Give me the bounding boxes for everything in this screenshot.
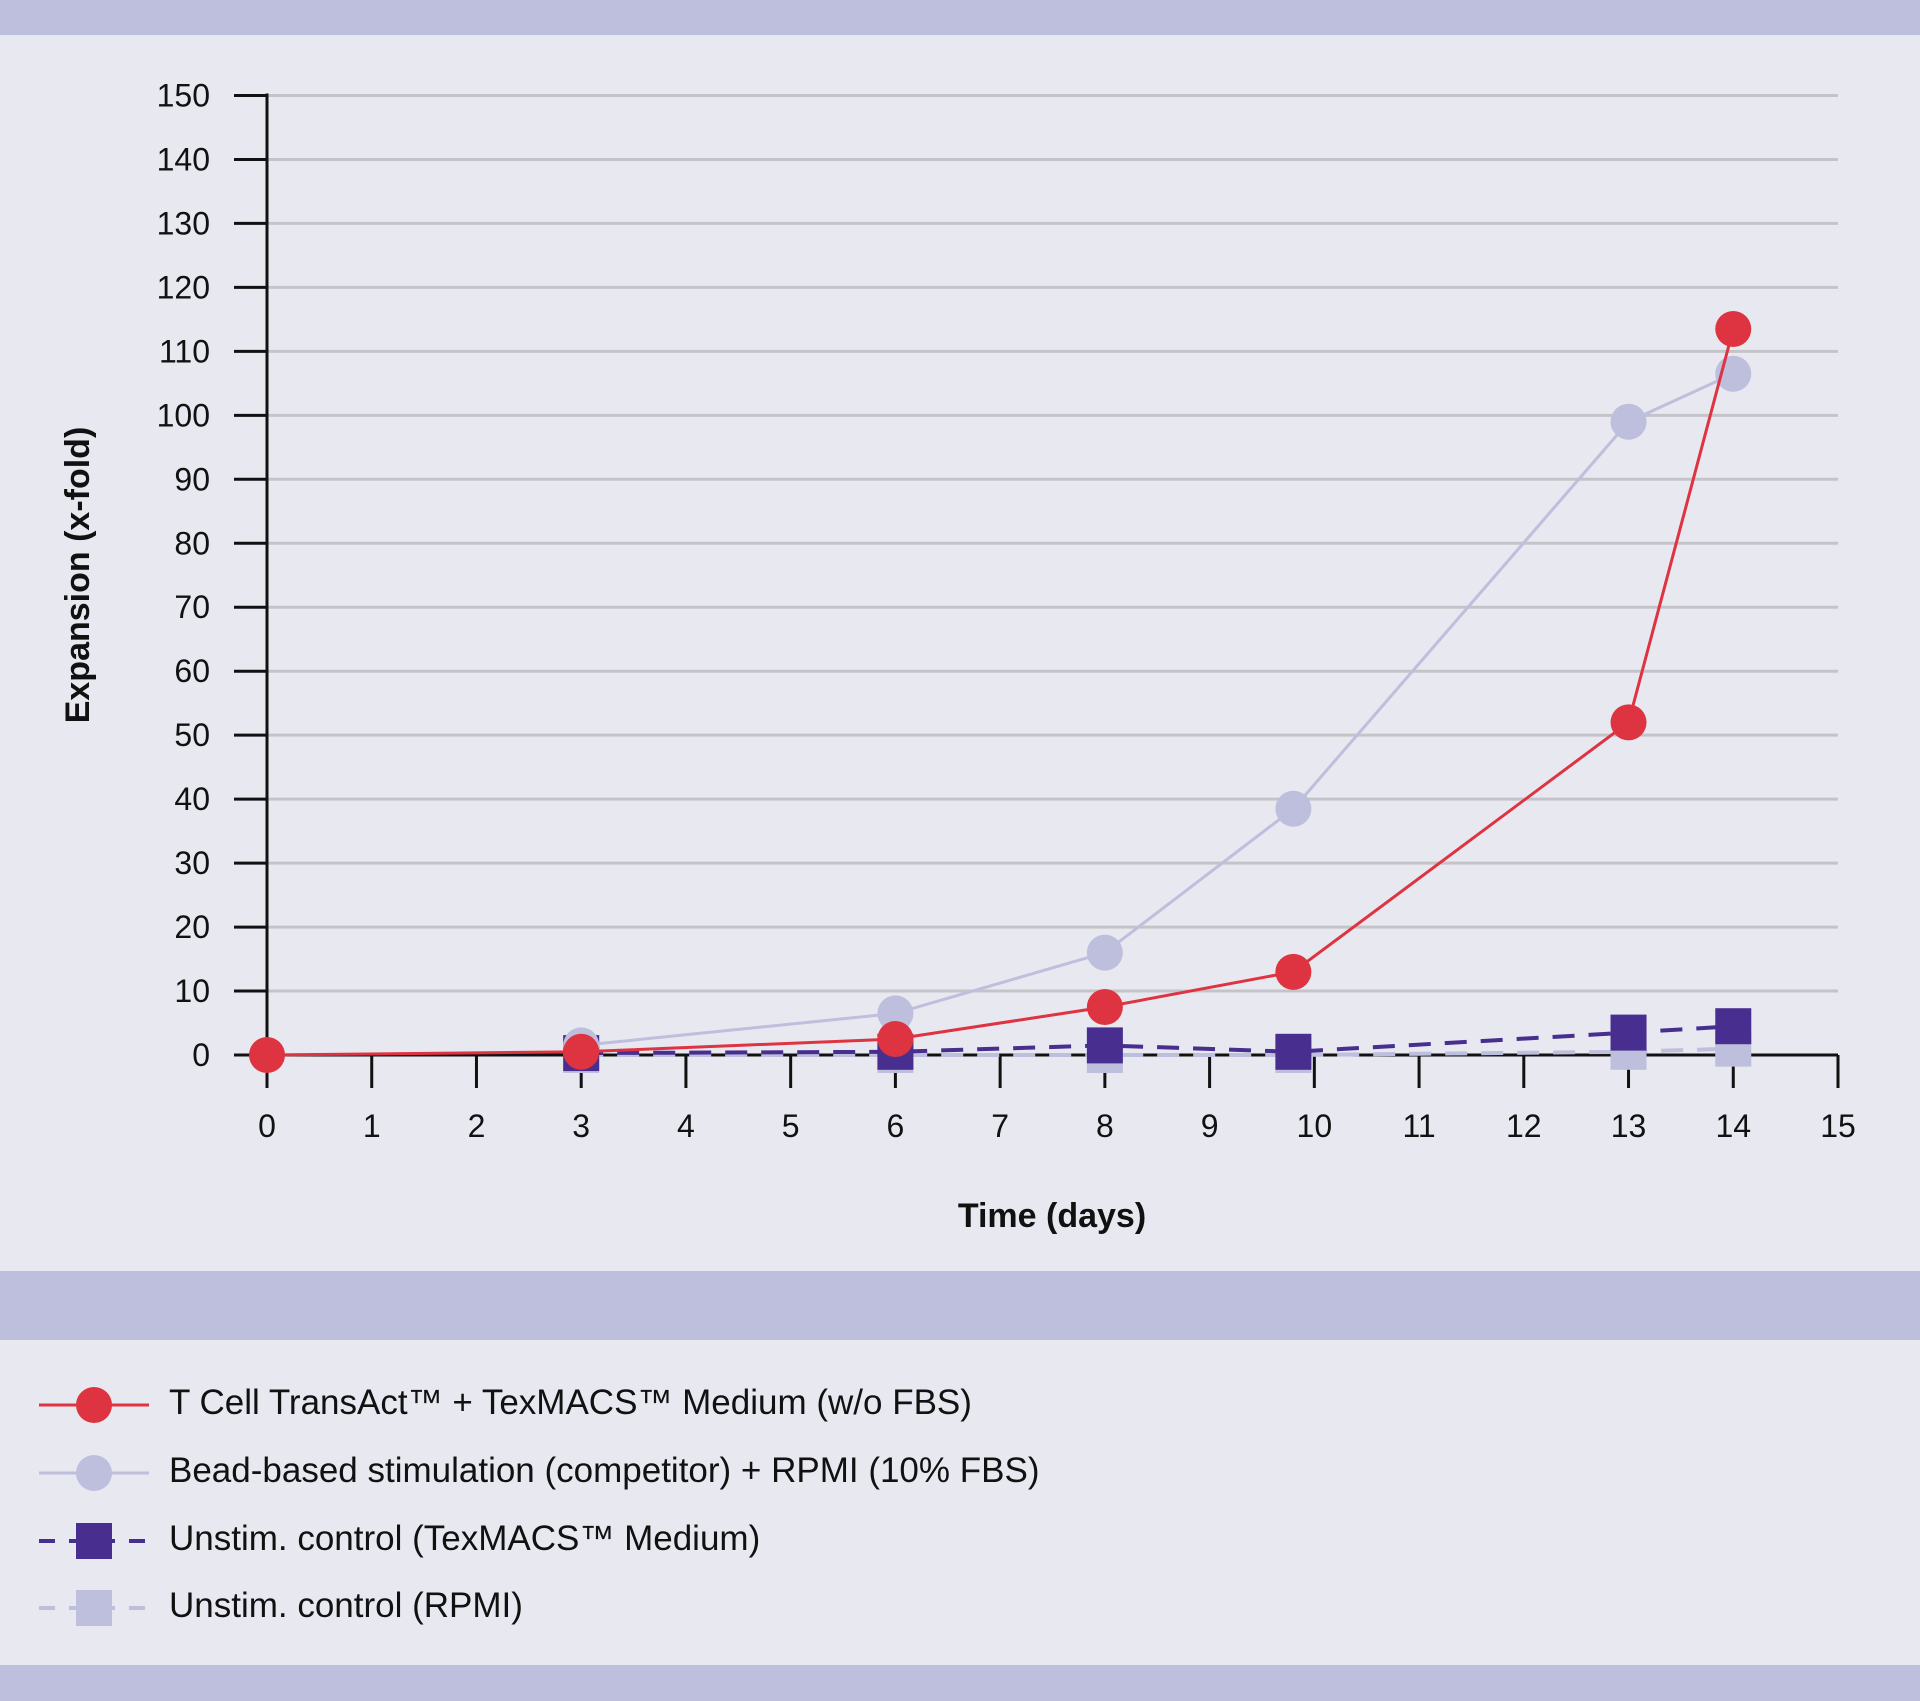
legend-item: Unstim. control (RPMI) <box>0 1578 1200 1638</box>
data-point <box>1275 790 1312 827</box>
legend-circle-marker <box>76 1455 112 1491</box>
data-point <box>877 1021 914 1058</box>
y-tick-label: 0 <box>192 1037 210 1073</box>
legend-item: Unstim. control (TexMACS™ Medium) <box>0 1511 1200 1571</box>
x-tick-label: 12 <box>1506 1108 1542 1144</box>
x-tick-label: 8 <box>1096 1108 1114 1144</box>
legend-marker <box>39 1455 149 1491</box>
legend-marker <box>39 1590 149 1626</box>
y-tick-label: 150 <box>157 78 210 114</box>
data-point <box>249 1037 285 1073</box>
y-tick-label: 120 <box>157 269 210 305</box>
data-point <box>877 995 914 1032</box>
legend-square-marker <box>76 1523 112 1559</box>
series-line <box>581 372 1734 1047</box>
legend-label: Unstim. control (RPMI) <box>169 1586 523 1625</box>
x-tick-label: 1 <box>363 1108 381 1144</box>
y-tick-label: 70 <box>174 589 210 625</box>
data-point <box>1715 1008 1752 1045</box>
y-tick-label: 110 <box>159 333 210 369</box>
legend-marker <box>39 1387 149 1423</box>
legend-item: T Cell TransAct™ + TexMACS™ Medium (w/o … <box>0 1375 1200 1435</box>
x-axis-label: Time (days) <box>958 1197 1146 1235</box>
y-tick-label: 30 <box>174 845 210 881</box>
x-tick-label: 0 <box>258 1108 276 1144</box>
x-tick-label: 5 <box>782 1108 800 1144</box>
data-point <box>1610 403 1647 440</box>
y-tick-label: 10 <box>174 973 210 1009</box>
series-1 <box>563 355 1752 1064</box>
data-point <box>1610 704 1647 741</box>
y-axis-label: Expansion (x-fold) <box>59 427 97 724</box>
x-tick-label: 3 <box>572 1108 590 1144</box>
x-tick-label: 15 <box>1820 1108 1856 1144</box>
x-tick-label: 4 <box>677 1108 695 1144</box>
legend-label: T Cell TransAct™ + TexMACS™ Medium (w/o … <box>169 1383 972 1422</box>
y-tick-label: 100 <box>157 397 210 433</box>
series-0 <box>249 310 1752 1073</box>
data-point <box>1275 1033 1312 1070</box>
series-line <box>266 328 1735 1057</box>
x-tick-label: 2 <box>468 1108 486 1144</box>
x-tick-label: 9 <box>1201 1108 1219 1144</box>
x-tick-label: 11 <box>1402 1108 1435 1144</box>
x-tick-label: 14 <box>1715 1108 1751 1144</box>
data-point <box>1715 310 1752 347</box>
legend-square-marker <box>76 1590 112 1626</box>
y-tick-label: 140 <box>157 141 210 177</box>
x-tick-label: 6 <box>887 1108 905 1144</box>
data-point <box>1610 1014 1647 1051</box>
x-tick-label: 13 <box>1611 1108 1647 1144</box>
x-tick-label: 7 <box>991 1108 1009 1144</box>
y-tick-label: 20 <box>174 909 210 945</box>
legend-marker <box>39 1523 149 1559</box>
legend-item: Bead-based stimulation (competitor) + RP… <box>0 1443 1200 1503</box>
data-point <box>1275 953 1312 990</box>
data-point <box>563 1033 600 1070</box>
legend-label: Bead-based stimulation (competitor) + RP… <box>169 1451 1040 1490</box>
y-tick-label: 40 <box>174 781 210 817</box>
y-tick-label: 60 <box>174 653 210 689</box>
y-tick-label: 130 <box>157 205 210 241</box>
legend-circle-marker <box>76 1387 112 1423</box>
data-point <box>1086 989 1123 1026</box>
series-line <box>581 1024 1734 1056</box>
y-tick-label: 80 <box>174 525 210 561</box>
top-band <box>0 0 1920 35</box>
y-tick-label: 90 <box>174 461 210 497</box>
legend-label: Unstim. control (TexMACS™ Medium) <box>169 1519 761 1558</box>
x-tick-label: 10 <box>1297 1108 1333 1144</box>
bottom-band <box>0 1665 1920 1701</box>
y-tick-label: 50 <box>174 717 210 753</box>
middle-band <box>0 1271 1920 1340</box>
series-2 <box>563 1008 1752 1072</box>
data-point <box>1086 934 1123 971</box>
data-point <box>1086 1027 1123 1064</box>
